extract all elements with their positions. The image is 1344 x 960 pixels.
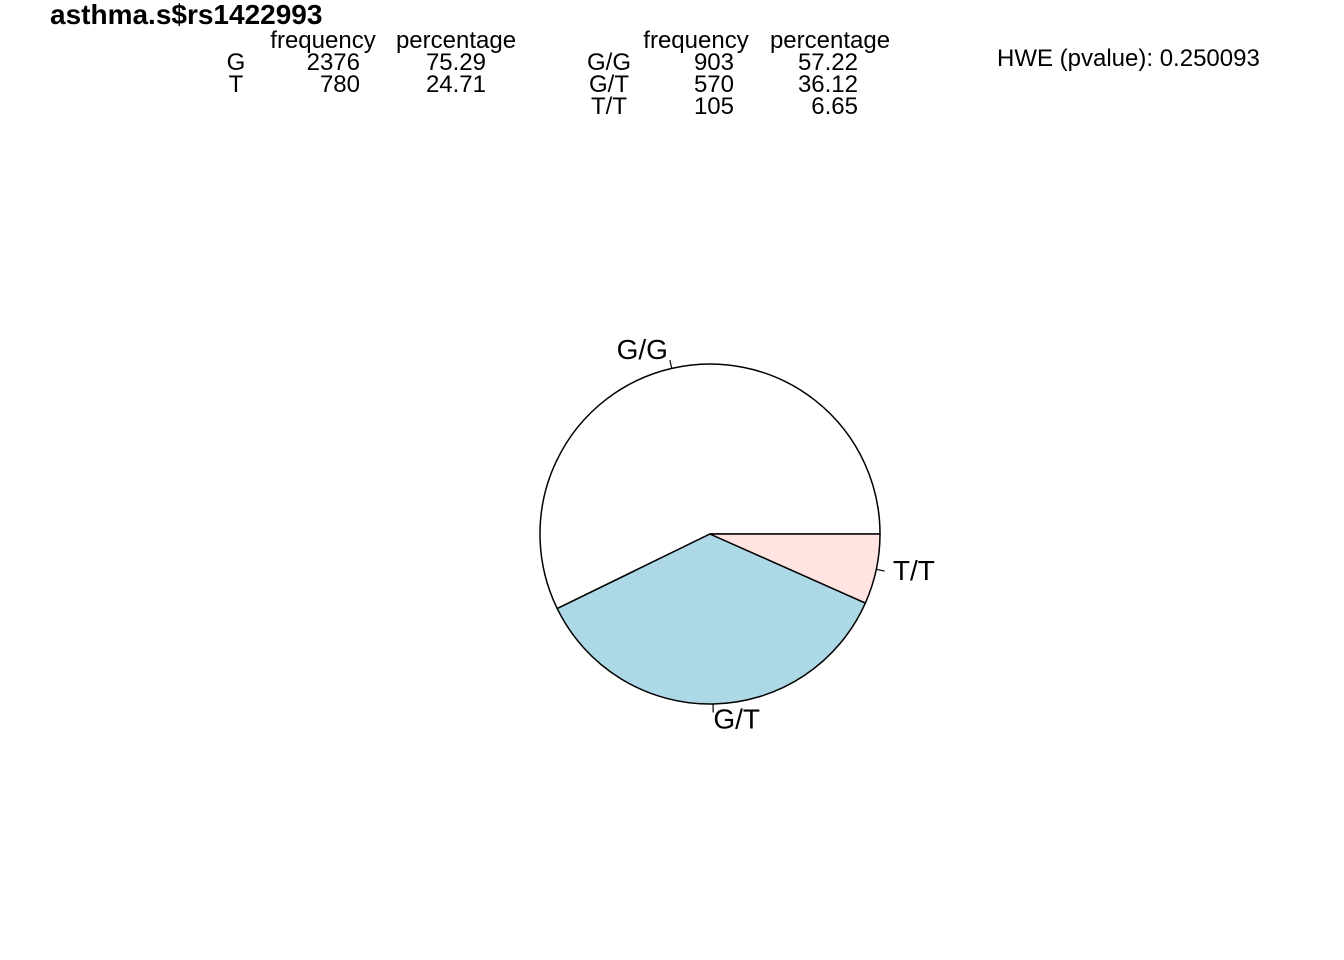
genotype-row-percentage: 6.65 xyxy=(811,93,858,120)
pie-slice-label: G/T xyxy=(713,703,760,734)
genotype-row-frequency: 105 xyxy=(693,93,734,120)
allele-header-frequency: frequency xyxy=(270,27,376,54)
genotype-row-frequency: 903 xyxy=(693,49,734,76)
pie-slice-t-t xyxy=(709,533,881,605)
allele-header-percentage: percentage xyxy=(395,27,517,54)
allele-row-label: T xyxy=(228,71,244,98)
pie-slice-label: G/G xyxy=(617,334,668,365)
pie-label-tick xyxy=(669,359,673,369)
pie-label-tick xyxy=(876,568,885,572)
pie-slice-g-g xyxy=(539,363,881,610)
allele-row-percentage: 75.29 xyxy=(425,49,486,76)
pie-slice-label: T/T xyxy=(893,555,935,586)
chart-title: asthma.s$rs1422993 xyxy=(50,0,323,30)
genotype-header-frequency: frequency xyxy=(643,27,749,54)
hwe-pvalue: HWE (pvalue): 0.250093 xyxy=(997,45,1260,72)
genotype-row-label: G/T xyxy=(589,71,629,98)
genotype-row-percentage: 57.22 xyxy=(797,49,858,76)
genotype-row-label: T/T xyxy=(591,93,627,120)
genotype-header-percentage: percentage xyxy=(769,27,891,54)
allele-row-label: G xyxy=(226,49,246,76)
genotype-row-frequency: 570 xyxy=(693,71,734,98)
allele-row-percentage: 24.71 xyxy=(425,71,486,98)
genotype-row-percentage: 36.12 xyxy=(797,71,858,98)
allele-row-frequency: 780 xyxy=(319,71,360,98)
allele-row-frequency: 2376 xyxy=(306,49,360,76)
genotype-row-label: G/G xyxy=(586,49,631,76)
